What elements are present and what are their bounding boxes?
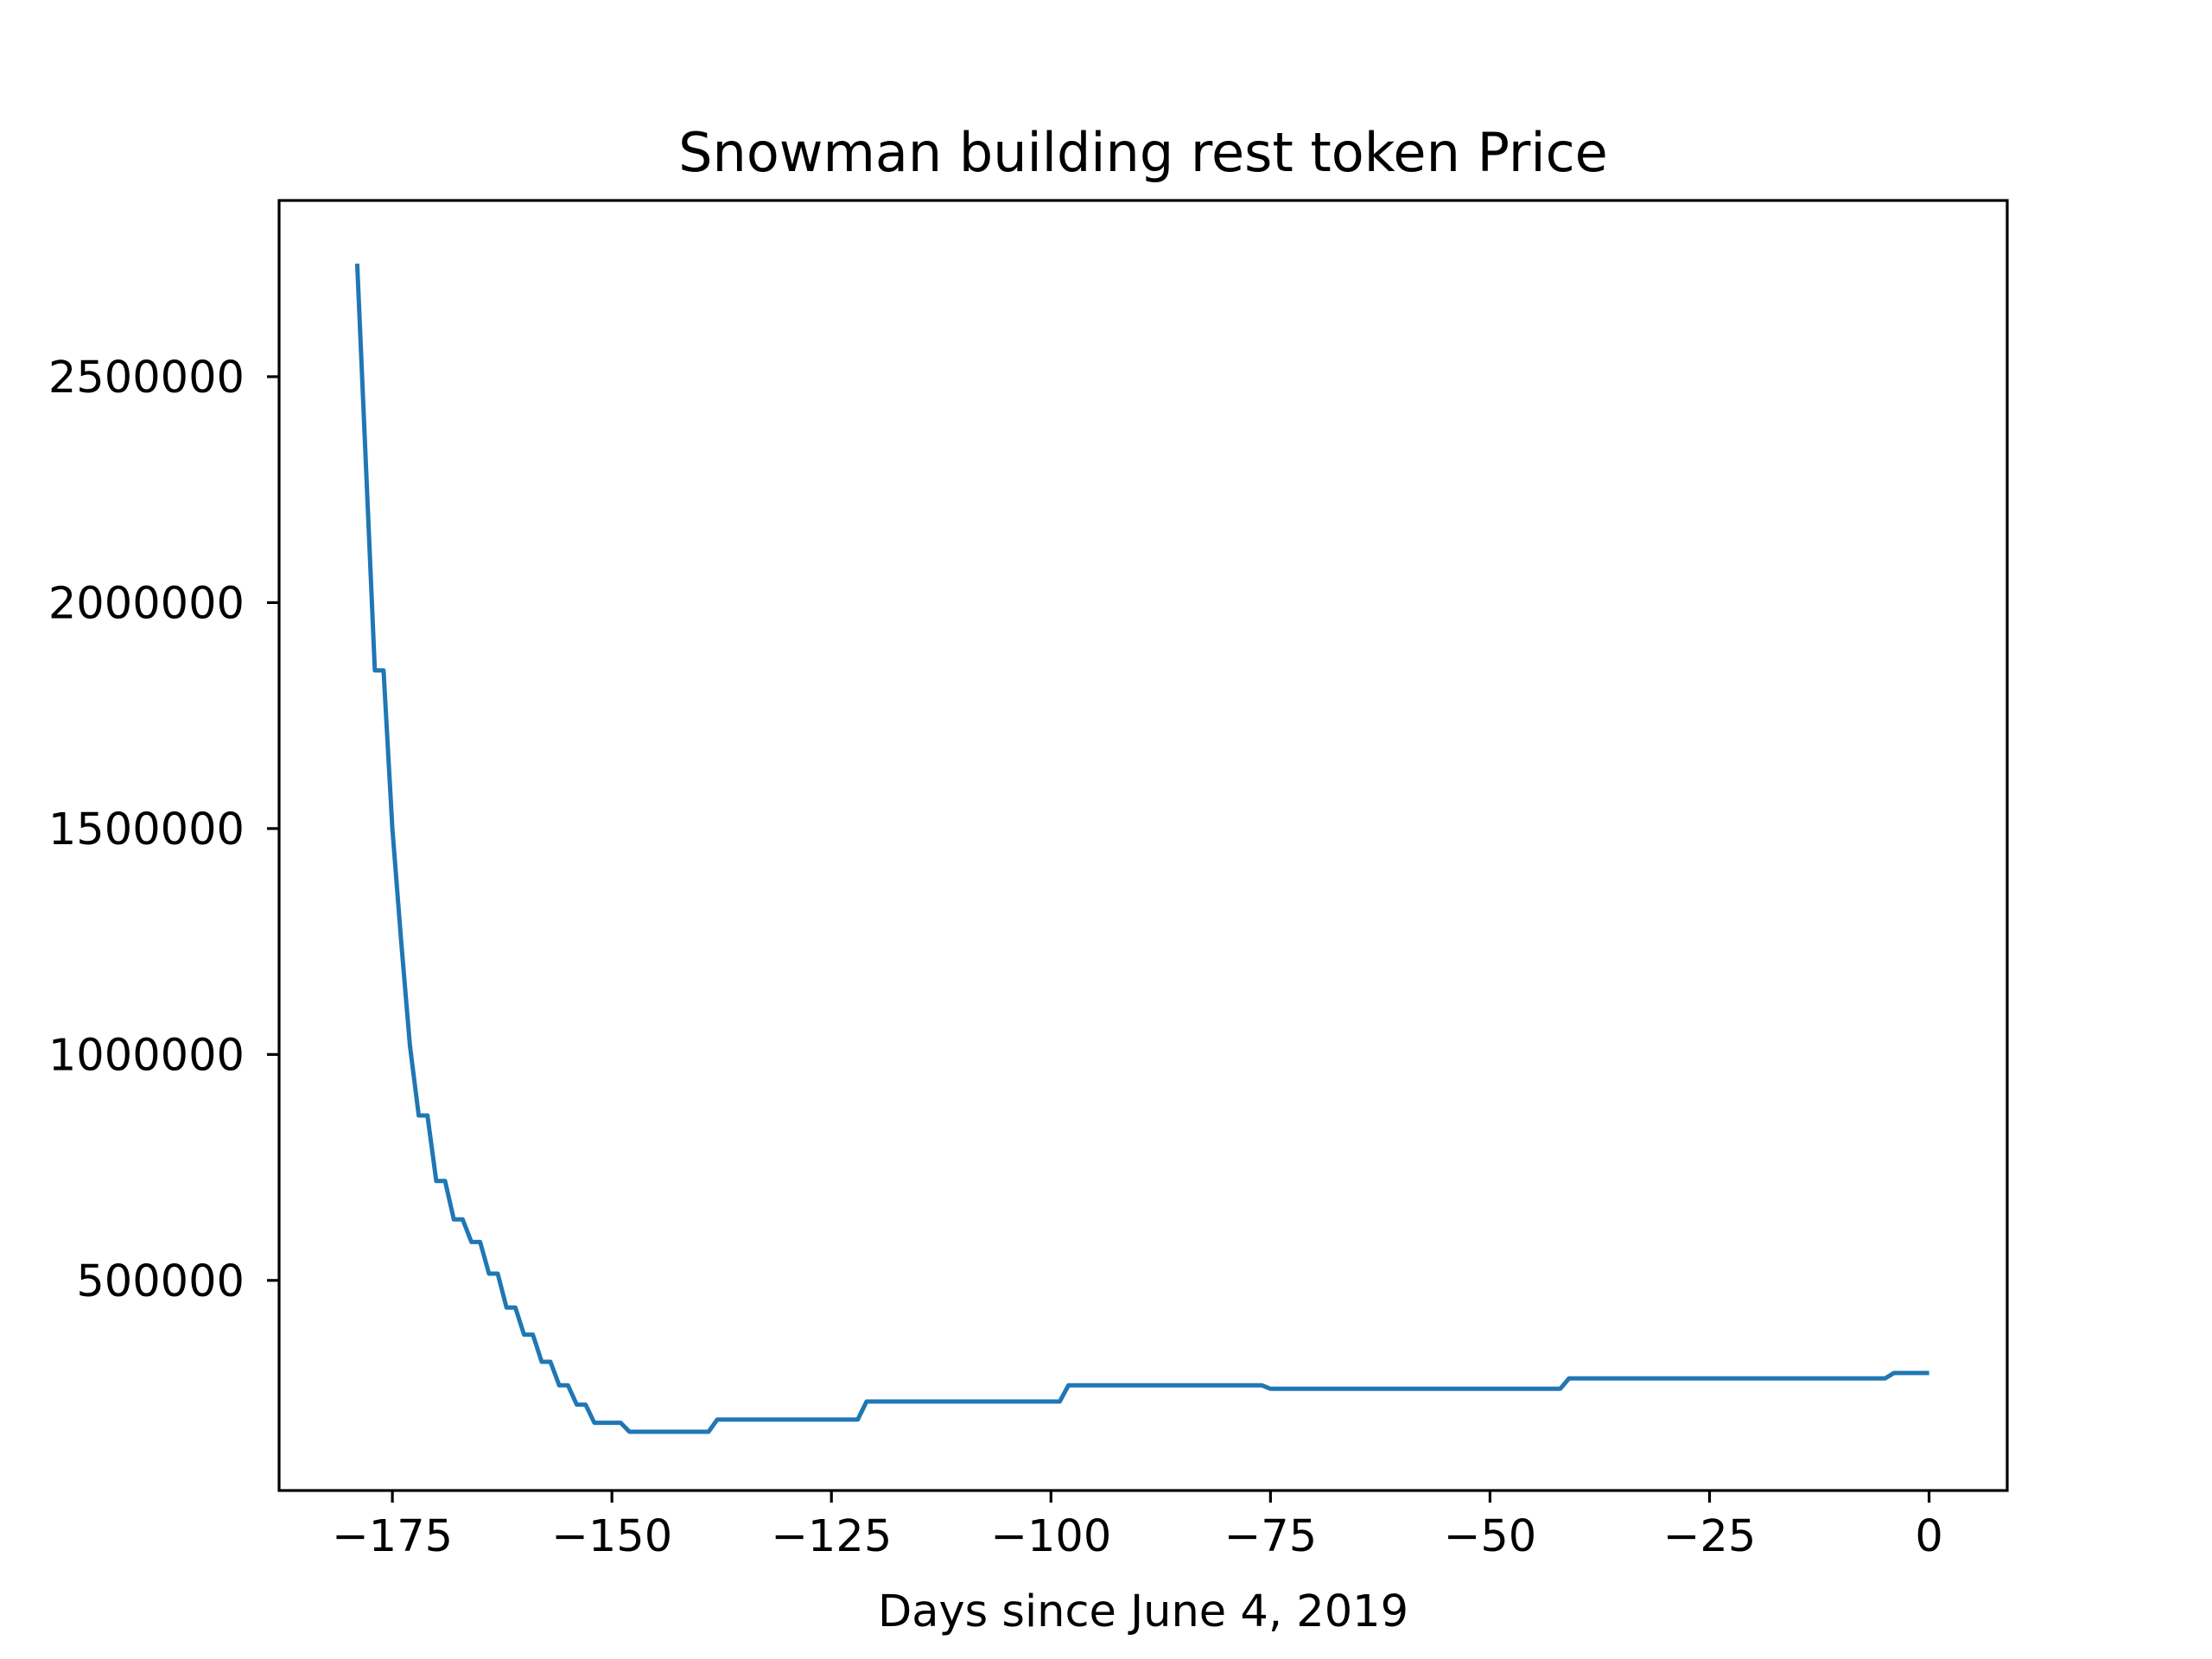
x-axis-label: Days since June 4, 2019 — [878, 1586, 1408, 1637]
x-tick-label: −125 — [771, 1511, 892, 1562]
y-tick-label: 1500000 — [48, 804, 245, 855]
x-tick-label: −75 — [1224, 1511, 1318, 1562]
x-tick-label: −175 — [332, 1511, 453, 1562]
chart-title: Snowman building rest token Price — [678, 121, 1608, 184]
y-axis: 500000 1000000 1500000 2000000 2500000 — [48, 353, 279, 1307]
x-axis: −175 −150 −125 −100 −75 −50 −25 0 — [332, 1491, 1943, 1562]
x-tick-label: −50 — [1444, 1511, 1537, 1562]
y-tick-label: 1000000 — [48, 1030, 245, 1081]
x-tick-label: −100 — [990, 1511, 1111, 1562]
y-tick-label: 2500000 — [48, 353, 245, 404]
plot-area — [354, 264, 1929, 1434]
axes-frame — [277, 199, 2009, 1492]
y-tick-label: 2000000 — [48, 578, 245, 629]
price-series-line — [354, 264, 1929, 1434]
x-tick-label: 0 — [1915, 1511, 1942, 1562]
x-tick-label: −25 — [1663, 1511, 1757, 1562]
y-tick-label: 500000 — [76, 1256, 245, 1307]
x-tick-label: −150 — [551, 1511, 672, 1562]
